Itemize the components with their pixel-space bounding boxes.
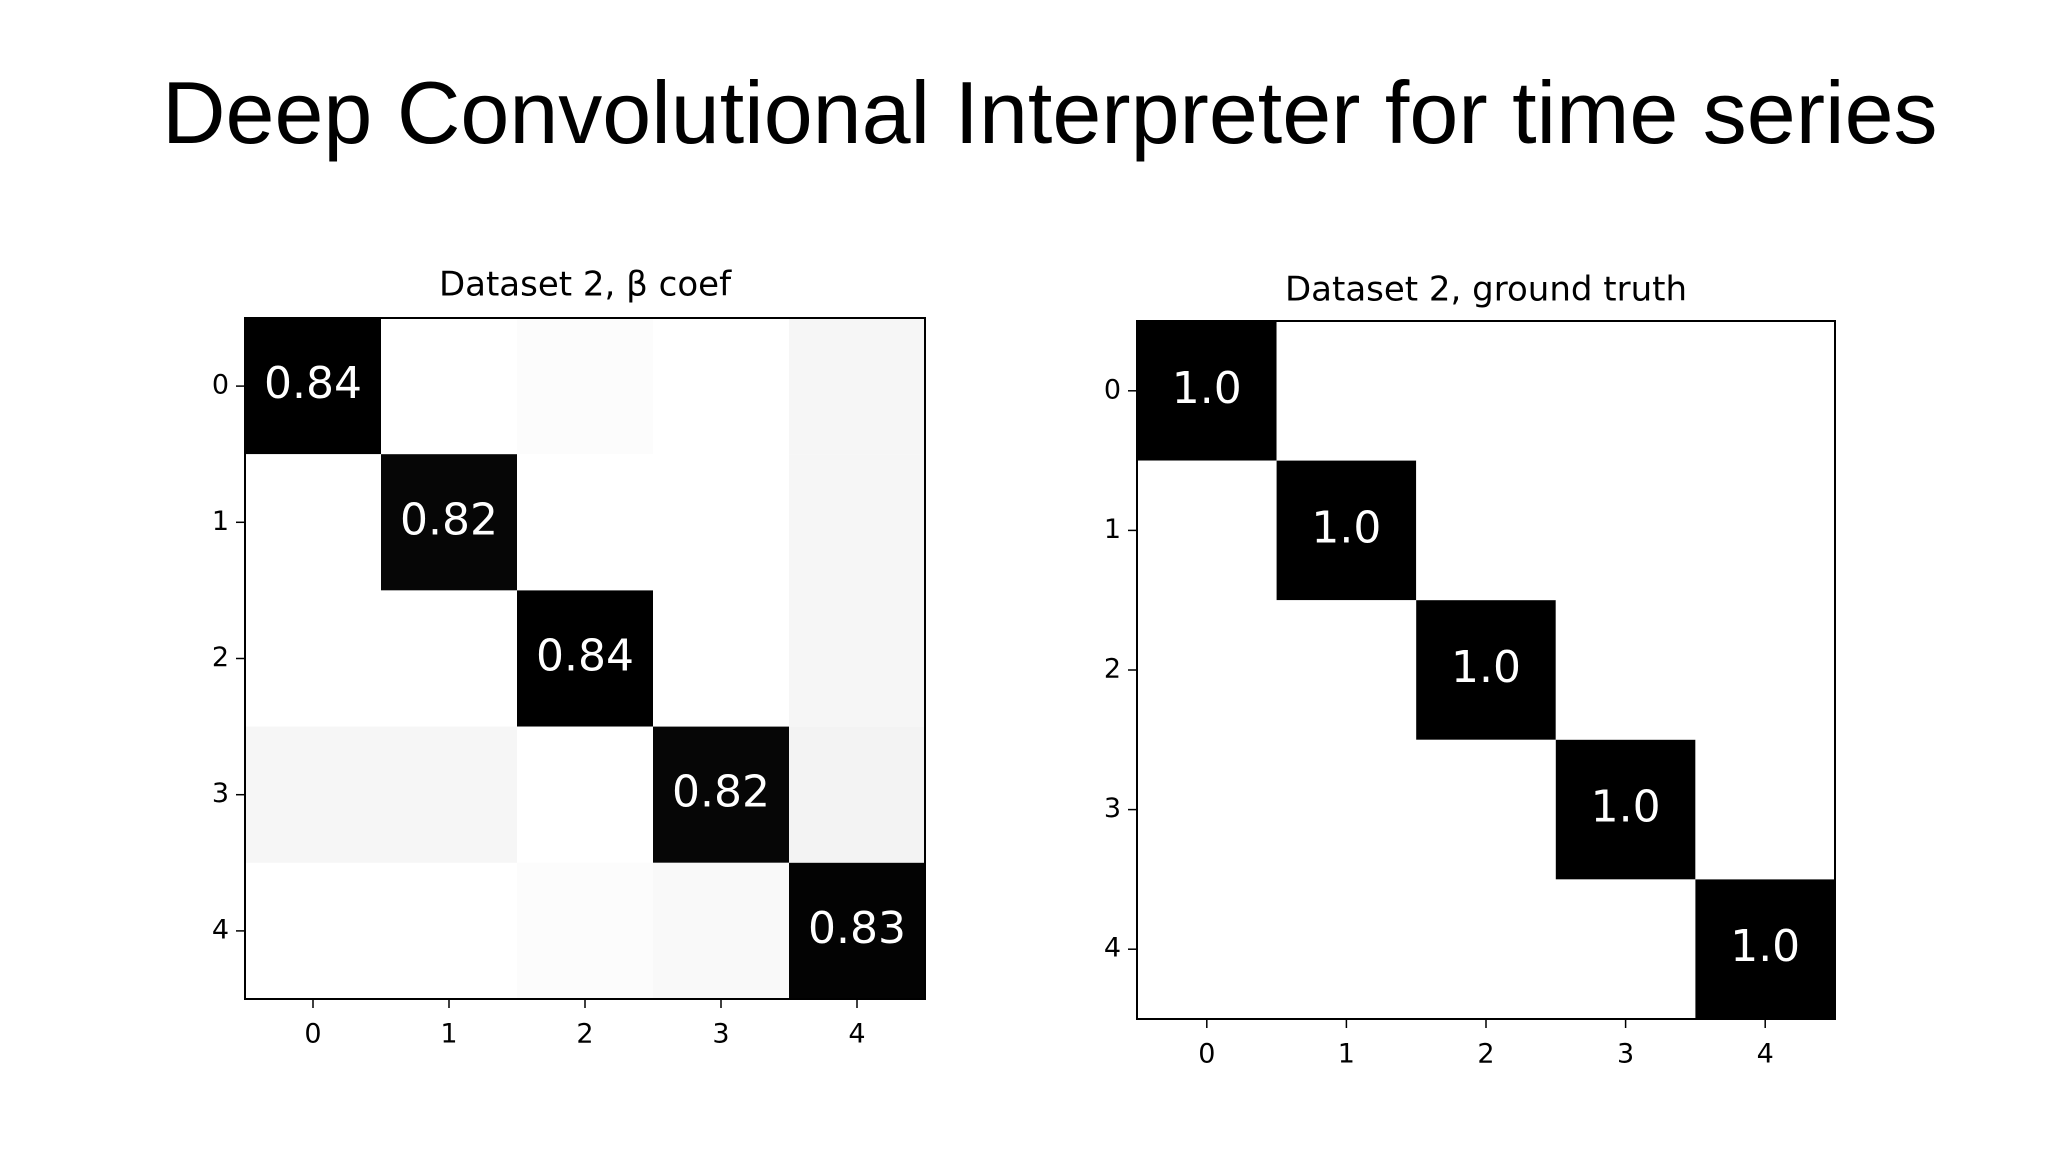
heatmap-cell [1416, 321, 1556, 461]
y-tick-label: 3 [212, 778, 229, 809]
cell-label: 1.0 [1451, 642, 1521, 693]
heatmap-cell [1555, 600, 1696, 740]
heatmap-cell [381, 726, 517, 863]
heatmap-cell [653, 318, 789, 455]
heatmap-cell [789, 862, 925, 999]
x-tick-label: 3 [712, 1019, 729, 1050]
heatmap-cell [1137, 879, 1277, 1019]
x-tick-label: 2 [576, 1019, 593, 1050]
heatmap-cell [1137, 739, 1277, 880]
heatmap-cell [653, 726, 789, 863]
heatmap-cell [517, 862, 653, 999]
cell-label: 0.83 [808, 903, 906, 954]
x-tick-label: 1 [1338, 1039, 1355, 1070]
y-tick-label: 0 [1104, 374, 1121, 405]
heatmap-cell [653, 454, 789, 591]
x-tick-label: 0 [1198, 1039, 1215, 1070]
heatmap-cell [1137, 600, 1277, 740]
heatmap-cell [789, 726, 925, 863]
heatmap-cell [1276, 739, 1417, 880]
heatmap-cell [1276, 460, 1417, 601]
chart-title: Dataset 2, β coef [439, 265, 732, 305]
x-tick-label: 0 [304, 1019, 321, 1050]
heatmap-cell [1416, 739, 1556, 880]
cell-label: 0.84 [536, 631, 634, 682]
cell-label: 0.82 [400, 494, 498, 545]
heatmap-cell [1276, 879, 1417, 1019]
y-tick-label: 4 [212, 914, 229, 945]
heatmap-cell [789, 590, 925, 727]
cell-label: 0.82 [672, 767, 770, 818]
heatmap-cell [1137, 321, 1277, 461]
heatmap-cell [1555, 879, 1696, 1019]
x-tick-label: 2 [1477, 1039, 1494, 1070]
heatmap-cell [517, 318, 653, 455]
y-tick-label: 1 [1104, 514, 1121, 545]
heatmap-cell [1555, 321, 1696, 461]
y-tick-label: 2 [1104, 654, 1121, 685]
cell-label: 1.0 [1730, 921, 1800, 972]
y-tick-label: 1 [212, 506, 229, 537]
heatmap-cell [381, 590, 517, 727]
heatmap-cell [381, 454, 517, 591]
heatmap-cell [245, 726, 381, 863]
heatmap-cell [1555, 739, 1696, 880]
cell-label: 0.84 [264, 358, 362, 409]
heatmap-cell [1695, 879, 1835, 1019]
heatmap-cell [653, 862, 789, 999]
heatmap-cell [381, 862, 517, 999]
heatmap-cell [1695, 321, 1835, 461]
heatmap-cell [381, 318, 517, 455]
heatmap-cell [1416, 600, 1556, 740]
slide-title: Deep Convolutional Interpreter for time … [162, 63, 1938, 162]
chart-title: Dataset 2, ground truth [1285, 270, 1687, 310]
y-tick-label: 4 [1104, 933, 1121, 964]
y-tick-label: 3 [1104, 793, 1121, 824]
heatmap-cell [1276, 600, 1417, 740]
heatmap-cell [245, 590, 381, 727]
heatmap-cell [1695, 460, 1835, 601]
y-tick-label: 0 [212, 370, 229, 401]
x-tick-label: 3 [1617, 1039, 1634, 1070]
y-tick-label: 2 [212, 642, 229, 673]
heatmap-cell [517, 726, 653, 863]
x-tick-label: 4 [1757, 1039, 1774, 1070]
heatmap-cell [245, 862, 381, 999]
cell-label: 1.0 [1311, 502, 1381, 553]
heatmap-cell [1276, 321, 1417, 461]
heatmap-cell [1695, 739, 1835, 880]
heatmap-cell [245, 318, 381, 455]
heatmap-cell [517, 454, 653, 591]
heatmap-cell [245, 454, 381, 591]
heatmap-cell [1416, 879, 1556, 1019]
cell-label: 1.0 [1591, 782, 1661, 833]
heatmap-cell [653, 590, 789, 727]
x-tick-label: 1 [440, 1019, 457, 1050]
heatmap-cell [517, 590, 653, 727]
x-tick-label: 4 [848, 1019, 865, 1050]
heatmap-cell [789, 318, 925, 455]
heatmap-cell [1555, 460, 1696, 601]
heatmap-cell [789, 454, 925, 591]
cell-label: 1.0 [1172, 363, 1242, 414]
heatmap-cell [1137, 460, 1277, 601]
heatmap-cell [1695, 600, 1835, 740]
heatmap-cell [1416, 460, 1556, 601]
